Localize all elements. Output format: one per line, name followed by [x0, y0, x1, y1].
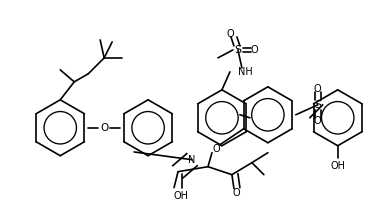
Text: O: O	[314, 116, 322, 126]
Text: O: O	[250, 45, 258, 55]
Text: O: O	[232, 188, 240, 198]
Text: OH: OH	[173, 191, 188, 201]
Text: NH: NH	[238, 67, 253, 77]
Text: OH: OH	[330, 161, 345, 171]
Text: O: O	[226, 29, 234, 39]
Text: S: S	[235, 45, 241, 55]
Text: O: O	[100, 123, 108, 133]
Text: N: N	[188, 155, 196, 165]
Text: O: O	[212, 144, 220, 154]
Text: S: S	[314, 100, 321, 110]
Text: O: O	[314, 84, 322, 94]
